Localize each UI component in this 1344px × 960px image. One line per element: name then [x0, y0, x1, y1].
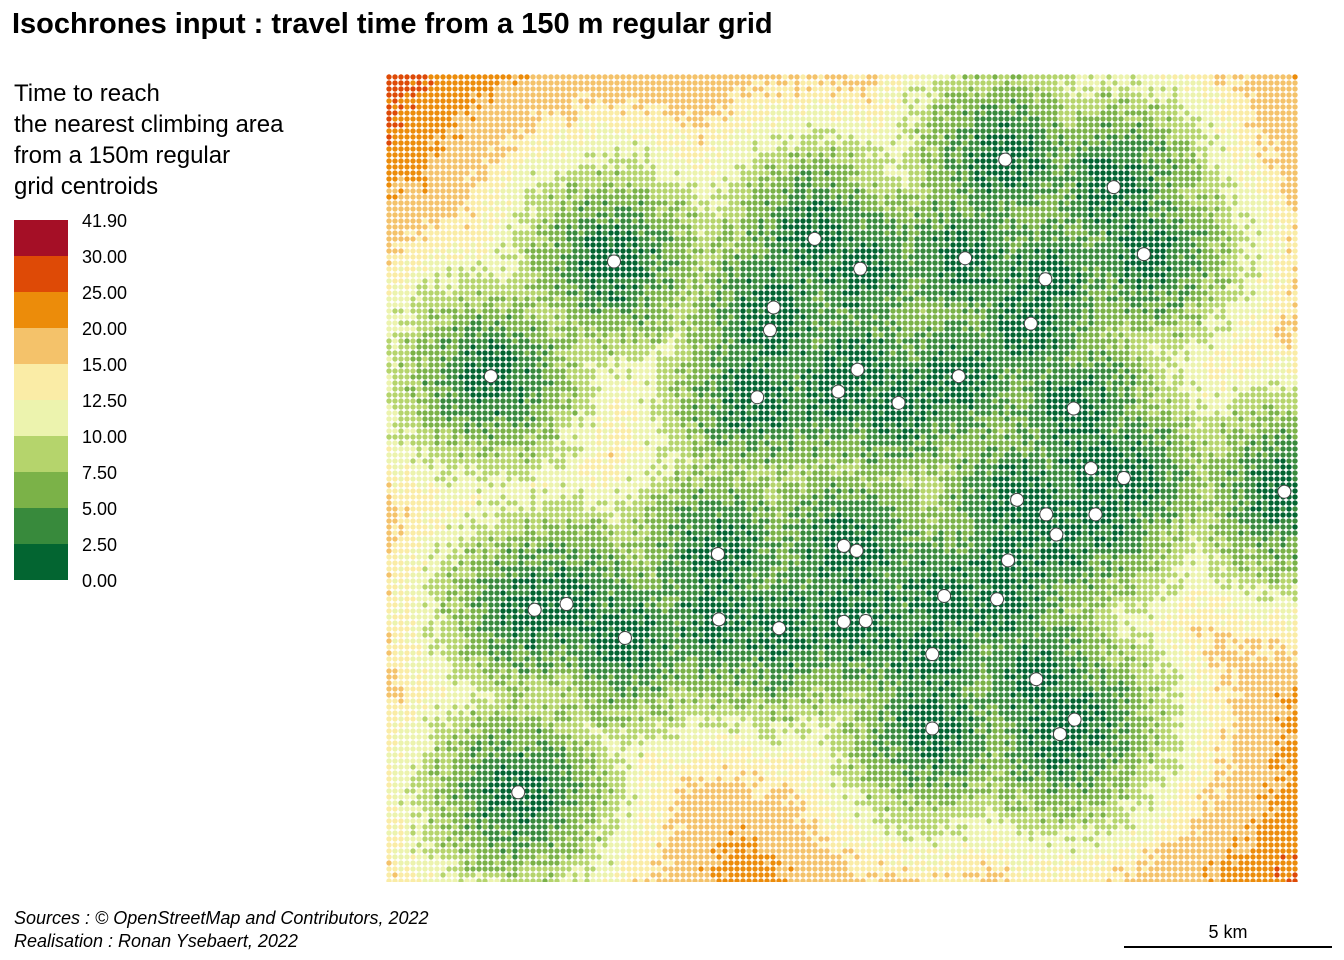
- map-title: Isochrones input : travel time from a 15…: [12, 8, 773, 41]
- climbing-area-point[interactable]: [999, 153, 1012, 166]
- climbing-area-point[interactable]: [767, 301, 780, 314]
- grid-dots-layer: [386, 74, 1298, 882]
- climbing-area-point[interactable]: [851, 363, 864, 376]
- legend-title-line: grid centroids: [14, 171, 283, 202]
- climbing-area-point[interactable]: [926, 722, 939, 735]
- climbing-area-point[interactable]: [608, 255, 621, 268]
- climbing-area-point[interactable]: [1024, 317, 1037, 330]
- climbing-area-point[interactable]: [808, 232, 821, 245]
- climbing-area-point[interactable]: [938, 589, 951, 602]
- climbing-area-point[interactable]: [1068, 713, 1081, 726]
- legend-swatch: [14, 508, 68, 544]
- legend-swatch: [14, 328, 68, 364]
- climbing-area-point[interactable]: [618, 631, 631, 644]
- climbing-area-point[interactable]: [512, 786, 525, 799]
- climbing-area-point[interactable]: [959, 252, 972, 265]
- climbing-area-point[interactable]: [773, 622, 786, 635]
- climbing-area-point[interactable]: [854, 262, 867, 275]
- legend-break-label: 12.50: [82, 391, 127, 411]
- climbing-area-point[interactable]: [528, 603, 541, 616]
- legend-title-line: from a 150m regular: [14, 140, 283, 171]
- legend-break-label: 30.00: [82, 247, 127, 267]
- climbing-area-point[interactable]: [1001, 554, 1014, 567]
- legend-swatch: [14, 544, 68, 580]
- legend-swatch: [14, 292, 68, 328]
- legend-break-label: 5.00: [82, 499, 117, 519]
- climbing-area-point[interactable]: [712, 613, 725, 626]
- climbing-area-point[interactable]: [837, 539, 850, 552]
- climbing-area-point[interactable]: [1067, 402, 1080, 415]
- climbing-area-point[interactable]: [1030, 673, 1043, 686]
- climbing-area-point[interactable]: [484, 370, 497, 383]
- legend-title-line: Time to reach: [14, 78, 283, 109]
- climbing-area-point[interactable]: [1137, 248, 1150, 261]
- sources-text: Sources : © OpenStreetMap and Contributo…: [14, 907, 429, 930]
- legend-swatch: [14, 472, 68, 508]
- legend-swatch: [14, 364, 68, 400]
- legend-swatch: [14, 436, 68, 472]
- climbing-area-point[interactable]: [859, 615, 872, 628]
- climbing-area-point[interactable]: [1084, 462, 1097, 475]
- climbing-area-point[interactable]: [1278, 485, 1291, 498]
- legend-break-label: 0.00: [82, 571, 117, 591]
- legend-break-label: 15.00: [82, 355, 127, 375]
- legend-break-label: 20.00: [82, 319, 127, 339]
- legend-swatch: [14, 400, 68, 436]
- climbing-area-point[interactable]: [1117, 472, 1130, 485]
- climbing-area-point[interactable]: [1107, 181, 1120, 194]
- climbing-area-point[interactable]: [926, 648, 939, 661]
- legend-break-label: 10.00: [82, 427, 127, 447]
- travel-time-grid-map[interactable]: [386, 74, 1298, 882]
- scale-bar: 5 km: [1124, 922, 1332, 948]
- climbing-area-point[interactable]: [1039, 273, 1052, 286]
- legend-break-label: 41.90: [82, 211, 127, 231]
- realisation-text: Realisation : Ronan Ysebaert, 2022: [14, 930, 429, 953]
- climbing-area-point[interactable]: [892, 396, 905, 409]
- climbing-area-point[interactable]: [1050, 528, 1063, 541]
- climbing-area-point[interactable]: [763, 324, 776, 337]
- legend-swatch: [14, 256, 68, 292]
- legend-break-label: 2.50: [82, 535, 117, 555]
- climbing-area-point[interactable]: [1040, 508, 1053, 521]
- climbing-area-point[interactable]: [751, 391, 764, 404]
- climbing-area-point[interactable]: [991, 593, 1004, 606]
- color-legend: 41.90 30.00 25.00 20.00 15.00 12.50 10.0…: [14, 220, 214, 600]
- climbing-area-point[interactable]: [1053, 728, 1066, 741]
- climbing-area-point[interactable]: [1089, 508, 1102, 521]
- legend-break-label: 7.50: [82, 463, 117, 483]
- legend-swatch: [14, 220, 68, 256]
- scale-bar-label: 5 km: [1124, 922, 1332, 943]
- scale-bar-line: [1124, 946, 1332, 948]
- climbing-area-point[interactable]: [850, 544, 863, 557]
- climbing-area-point[interactable]: [711, 547, 724, 560]
- climbing-area-point[interactable]: [832, 385, 845, 398]
- legend-break-label: 25.00: [82, 283, 127, 303]
- credits: Sources : © OpenStreetMap and Contributo…: [14, 907, 429, 953]
- legend-title: Time to reach the nearest climbing area …: [14, 78, 283, 202]
- climbing-area-point[interactable]: [1011, 493, 1024, 506]
- legend-title-line: the nearest climbing area: [14, 109, 283, 140]
- climbing-area-point[interactable]: [952, 370, 965, 383]
- climbing-area-point[interactable]: [837, 615, 850, 628]
- climbing-area-point[interactable]: [560, 598, 573, 611]
